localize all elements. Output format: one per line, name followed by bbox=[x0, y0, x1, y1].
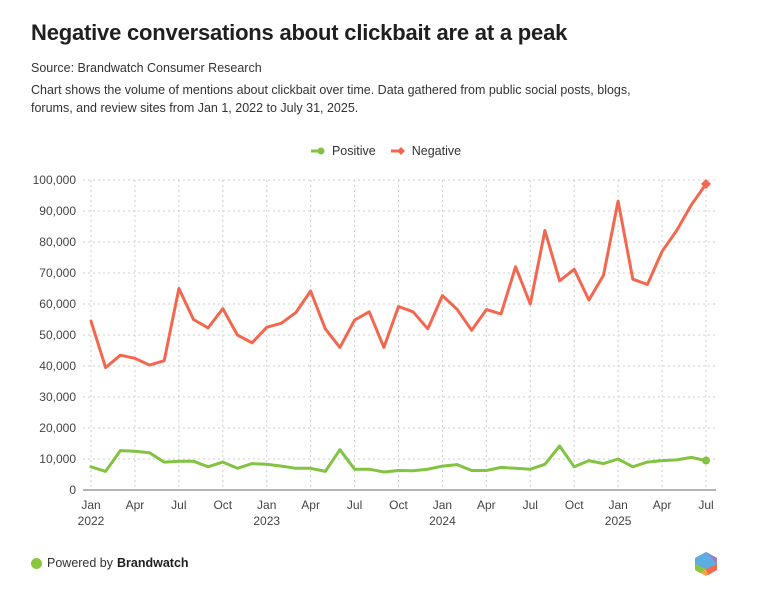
y-tick-label: 0 bbox=[69, 483, 76, 497]
footer: Powered by Brandwatch bbox=[31, 556, 189, 570]
brand-name[interactable]: Brandwatch bbox=[117, 556, 189, 570]
x-tick-label: Jan bbox=[433, 498, 452, 512]
legend-label-positive: Positive bbox=[331, 144, 376, 158]
x-tick-year-label: 2023 bbox=[253, 514, 280, 528]
series-end-marker-positive bbox=[702, 456, 710, 465]
series-line-negative bbox=[89, 182, 708, 370]
x-tick-label: Oct bbox=[565, 498, 584, 512]
x-tick-label: Apr bbox=[477, 498, 496, 512]
x-tick-label: Apr bbox=[126, 498, 145, 512]
x-tick-label: Apr bbox=[301, 498, 320, 512]
y-tick-label: 30,000 bbox=[39, 390, 76, 404]
y-tick-label: 90,000 bbox=[39, 204, 76, 218]
y-tick-label: 60,000 bbox=[39, 297, 76, 311]
chart-series bbox=[89, 179, 711, 474]
x-tick-label: Oct bbox=[213, 498, 232, 512]
y-tick-label: 100,000 bbox=[33, 173, 77, 187]
chart-legend: Positive Negative bbox=[0, 144, 771, 158]
x-tick-label: Jul bbox=[347, 498, 362, 512]
x-tick-label: Apr bbox=[653, 498, 672, 512]
legend-item-positive[interactable]: Positive bbox=[310, 144, 376, 158]
chart-description: Chart shows the volume of mentions about… bbox=[31, 83, 631, 115]
y-tick-label: 80,000 bbox=[39, 235, 76, 249]
y-axis: 0 10,000 20,000 30,000 40,000 50,000 60,000 70,… bbox=[33, 173, 77, 497]
x-tick-label: Jan bbox=[608, 498, 627, 512]
line-chart: 0 10,000 20,000 30,000 40,000 50,000 60,000 70,… bbox=[33, 173, 716, 528]
y-tick-label: 10,000 bbox=[39, 452, 76, 466]
x-tick-year-label: 2025 bbox=[605, 514, 632, 528]
chart-title: Negative conversations about clickbait a… bbox=[31, 20, 568, 45]
x-tick-year-label: 2022 bbox=[78, 514, 105, 528]
x-tick-year-label: 2024 bbox=[429, 514, 456, 528]
legend-marker-negative-icon bbox=[390, 147, 405, 155]
powered-by-text: Powered by bbox=[47, 556, 114, 570]
brandwatch-hexagon-logo-icon[interactable] bbox=[694, 551, 718, 577]
y-tick-label: 20,000 bbox=[39, 421, 76, 435]
legend-label-negative: Negative bbox=[411, 144, 462, 158]
series-end-marker-negative bbox=[701, 179, 711, 190]
chart-source: Source: Brandwatch Consumer Research bbox=[31, 61, 262, 75]
x-axis: Jan 2022 Apr Jul Oct Jan 2023 Apr Jul Oct Jan 2024 A… bbox=[78, 489, 716, 528]
x-tick-label: Jan bbox=[257, 498, 276, 512]
x-tick-label: Jan bbox=[81, 498, 100, 512]
x-tick-label: Jul bbox=[698, 498, 713, 512]
legend-item-negative[interactable]: Negative bbox=[390, 144, 461, 158]
x-tick-label: Oct bbox=[389, 498, 408, 512]
y-tick-label: 40,000 bbox=[39, 359, 76, 373]
series-line-positive bbox=[89, 444, 708, 474]
y-tick-label: 50,000 bbox=[39, 328, 76, 342]
y-tick-label: 70,000 bbox=[39, 266, 76, 280]
legend-marker-positive-icon bbox=[310, 147, 325, 155]
chart-gridlines bbox=[83, 179, 716, 490]
brandwatch-dot-icon bbox=[31, 557, 42, 569]
x-tick-label: Jul bbox=[171, 498, 186, 512]
x-tick-label: Jul bbox=[523, 498, 538, 512]
